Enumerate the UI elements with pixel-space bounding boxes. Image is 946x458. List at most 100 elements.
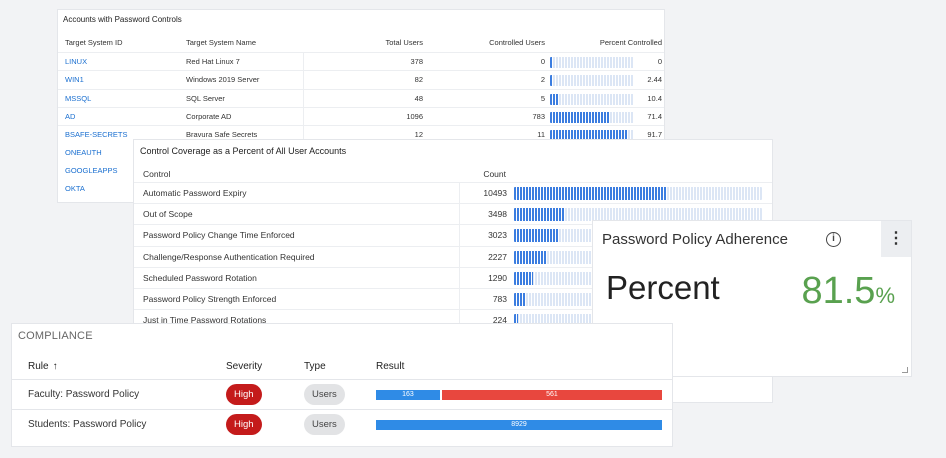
target-system-name: Corporate AD	[186, 107, 304, 126]
column-divider	[459, 267, 460, 289]
bar-track	[550, 111, 634, 123]
resize-handle-icon[interactable]	[902, 367, 908, 373]
column-header-rule[interactable]: Rule ↑	[28, 356, 58, 378]
bar-fill	[514, 250, 547, 264]
control-count: 1290	[488, 272, 507, 283]
column-header-type[interactable]: Type	[304, 361, 326, 372]
result-segment[interactable]: 8929	[376, 420, 662, 430]
control-name: Challenge/Response Authentication Requir…	[143, 251, 315, 262]
percent-controlled: 91.7	[647, 130, 662, 140]
column-header-target-system-id[interactable]: Target System ID	[65, 38, 123, 47]
target-system-id-link[interactable]: LINUX	[65, 57, 88, 66]
bar-fill	[514, 271, 533, 285]
bar-fill	[514, 187, 668, 200]
severity-cell: High	[226, 410, 262, 439]
target-system-id-link[interactable]: GOOGLEAPPS	[65, 165, 118, 175]
table-header: Rule ↑ Severity Type Result	[12, 356, 672, 378]
count-bar	[514, 208, 762, 222]
control-name: Password Policy Strength Enforced	[143, 294, 277, 304]
controlled-users: 783	[532, 111, 545, 121]
table-row: WIN1 Windows 2019 Server 82 2 2.44	[58, 70, 664, 90]
panel-title: Accounts with Password Controls	[63, 15, 182, 24]
type-badge: Users	[304, 414, 345, 435]
control-name: Out of Scope	[143, 209, 193, 220]
control-count: 783	[492, 294, 507, 304]
column-divider	[459, 310, 460, 332]
bar-track	[550, 130, 634, 142]
percent-controlled: 71.4	[647, 111, 662, 121]
controlled-users: 11	[537, 130, 545, 140]
percent-controlled-bar	[550, 75, 634, 87]
controlled-users: 5	[540, 93, 545, 103]
column-header-result[interactable]: Result	[376, 361, 405, 372]
percent-controlled-bar	[550, 93, 634, 105]
result-bar[interactable]: 163 561	[376, 390, 662, 400]
column-divider	[459, 225, 460, 247]
compliance-panel: COMPLIANCE Rule ↑ Severity Type Result Fa…	[12, 324, 672, 446]
bar-track	[550, 93, 634, 105]
table-row[interactable]: Faculty: Password Policy High Users 163 561	[12, 379, 672, 409]
control-count: 2227	[488, 251, 507, 262]
table-row: ONEAUTH	[58, 144, 664, 162]
percent-controlled-bar	[550, 57, 634, 68]
column-header-target-system-name[interactable]: Target System Name	[186, 38, 257, 47]
metric-number: 81.5	[801, 270, 876, 312]
control-count: 224	[492, 315, 507, 326]
column-header-total-users[interactable]: Total Users	[385, 38, 423, 47]
bar-fill	[514, 208, 566, 222]
target-system-name: SQL Server	[186, 89, 304, 108]
kebab-menu-icon[interactable]: ⋮	[881, 221, 911, 257]
bar-track	[550, 57, 634, 68]
metric-value: 81.5%	[801, 270, 895, 313]
control-name: Password Policy Change Time Enforced	[143, 230, 295, 241]
bar-fill	[514, 229, 559, 243]
panel-title: COMPLIANCE	[18, 330, 93, 342]
rule-name[interactable]: Students: Password Policy	[28, 419, 147, 430]
column-header-rule-label: Rule	[28, 361, 49, 372]
control-name: Scheduled Password Rotation	[143, 272, 257, 283]
metric-unit: %	[875, 283, 895, 308]
target-system-id-link[interactable]: AD	[65, 111, 76, 121]
sort-ascending-icon[interactable]: ↑	[52, 361, 58, 372]
table-header: Control Count	[134, 166, 772, 182]
table-row: OKTA	[58, 180, 664, 198]
table-row[interactable]: Students: Password Policy High Users 8929	[12, 409, 672, 439]
bar-fill	[550, 130, 628, 142]
result-segment[interactable]: 163	[376, 390, 440, 400]
bar-fill	[514, 293, 526, 306]
bar-fill	[514, 314, 518, 328]
severity-badge: High	[226, 384, 262, 405]
column-header-controlled-users[interactable]: Controlled Users	[489, 38, 545, 47]
table-row: LINUX Red Hat Linux 7 378 0 0	[58, 52, 664, 71]
percent-controlled-bar	[550, 111, 634, 123]
info-icon[interactable]: i	[826, 232, 841, 247]
rule-name[interactable]: Faculty: Password Policy	[28, 389, 140, 400]
bar-track	[550, 75, 634, 87]
bar-fill	[550, 75, 553, 87]
type-cell: Users	[304, 410, 345, 439]
table-row: AD Corporate AD 1096 783 71.4	[58, 106, 664, 126]
control-name: Automatic Password Expiry	[143, 188, 247, 198]
controlled-users: 2	[540, 75, 545, 85]
percent-controlled-bar	[550, 130, 634, 142]
column-header-control[interactable]: Control	[143, 169, 171, 179]
result-segment[interactable]: 561	[441, 390, 662, 400]
control-count: 3498	[488, 209, 507, 220]
result-bar[interactable]: 8929	[376, 420, 662, 430]
target-system-id-link[interactable]: MSSQL	[65, 93, 92, 103]
total-users: 48	[414, 93, 423, 103]
target-system-id-link[interactable]: OKTA	[65, 184, 85, 194]
column-header-severity[interactable]: Severity	[226, 361, 263, 372]
type-badge: Users	[304, 384, 345, 405]
target-system-id-link[interactable]: WIN1	[65, 75, 84, 85]
column-header-percent-controlled[interactable]: Percent Controlled	[599, 38, 662, 47]
table-row: GOOGLEAPPS	[58, 162, 664, 180]
target-system-id-link[interactable]: BSAFE-SECRETS	[65, 130, 128, 140]
target-system-name: Bravura Safe Secrets	[186, 126, 304, 145]
total-users: 12	[414, 130, 423, 140]
column-divider	[459, 183, 460, 204]
control-name: Just in Time Password Rotations	[143, 315, 267, 326]
column-header-count[interactable]: Count	[483, 169, 506, 179]
table-header: Target System ID Target System Name Tota…	[58, 34, 664, 52]
target-system-id-link[interactable]: ONEAUTH	[65, 147, 102, 157]
